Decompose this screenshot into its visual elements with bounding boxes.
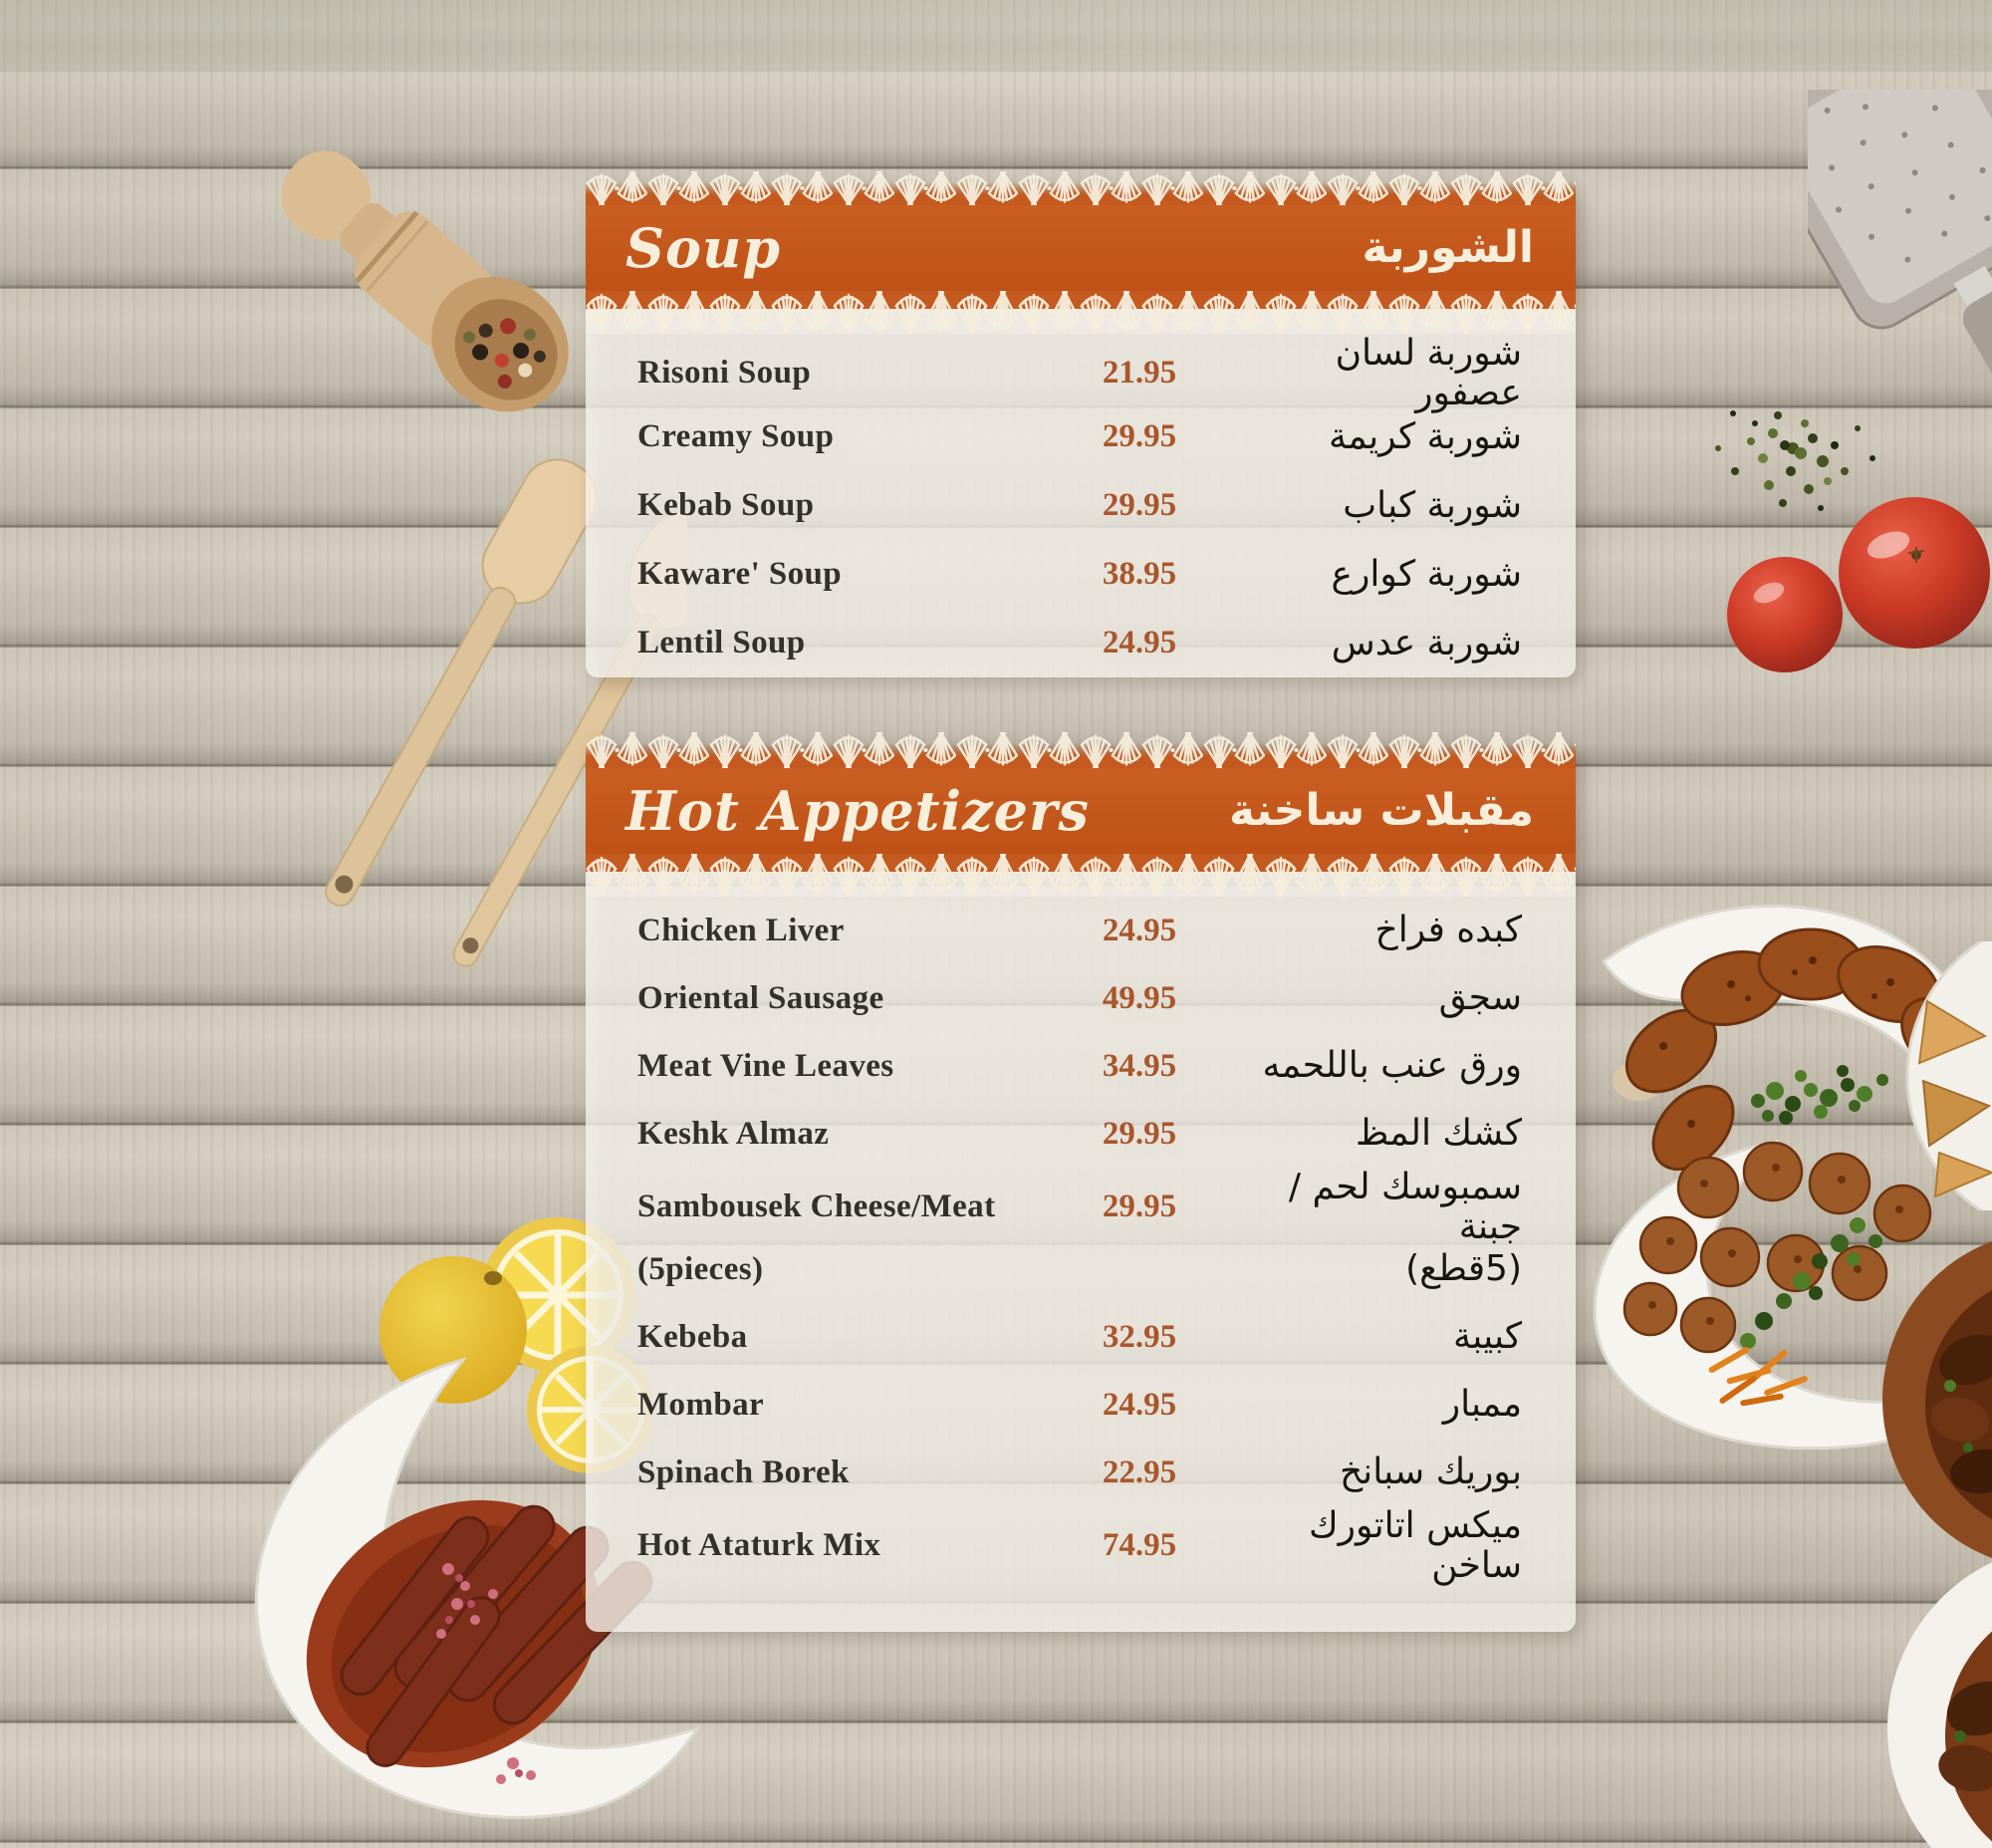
item-name-en: Hot Ataturk Mix [637, 1527, 881, 1564]
section-title-ar: مقبلات ساخنة [1229, 785, 1534, 836]
item-price: 32.95 [1102, 1318, 1177, 1355]
herbs-photo [1673, 354, 1912, 543]
menu-item-row: Hot Ataturk Mix 74.95 ميكس اتاتورك ساخن [586, 1506, 1576, 1585]
item-name-en: Kebab Soup [637, 487, 815, 524]
item-name-en: Oriental Sausage [637, 979, 884, 1016]
item-name-ar: (5قطع) [1405, 1248, 1522, 1290]
menu-item-row: Risoni Soup 21.95 شوربة لسان عصفور [586, 334, 1576, 412]
wood-top-shade [0, 0, 1992, 72]
item-name-en: Mombar [637, 1386, 765, 1423]
sujuk-bowl-photo [214, 1335, 712, 1848]
item-name-ar: كبده فراخ [1374, 910, 1522, 951]
section-soup: Soup الشوربة Risoni Soup 21.95 شوربة لسا… [586, 171, 1576, 677]
hot-appetizers-banner: Hot Appetizers مقبلات ساخنة [586, 732, 1576, 897]
item-price: 34.95 [1102, 1047, 1177, 1084]
lace-border-top-icon [586, 171, 1576, 205]
item-price: 29.95 [1102, 418, 1177, 454]
soup-banner: Soup الشوربة [586, 171, 1576, 334]
menu-item-row: Mombar 24.95 ممبار [586, 1371, 1576, 1439]
item-price: 21.95 [1102, 355, 1177, 392]
item-price: 38.95 [1102, 556, 1177, 592]
lace-border-top-icon [586, 732, 1576, 768]
item-price: 24.95 [1102, 625, 1177, 660]
menu-item-row: Kebab Soup 29.95 شوربة كباب [586, 471, 1576, 540]
item-name-en: Meat Vine Leaves [637, 1047, 894, 1084]
soup-item-list: Risoni Soup 21.95 شوربة لسان عصفور Cream… [586, 334, 1576, 677]
sambousek-plate-photo [1897, 941, 1992, 1210]
item-price: 22.95 [1102, 1453, 1177, 1490]
item-name-en: Kebeba [637, 1318, 748, 1355]
item-name-ar: ميكس اتاتورك ساخن [1308, 1505, 1522, 1586]
menu-item-row: Oriental Sausage 49.95 سجق [586, 964, 1576, 1032]
soup-banner-band: Soup الشوربة [586, 205, 1576, 291]
menu-item-row: Keshk Almaz 29.95 كشك المظ [586, 1100, 1576, 1168]
item-name-ar: شوربة كريمة [1328, 415, 1522, 457]
item-name-en: Keshk Almaz [637, 1115, 830, 1152]
meat-bowl-photo [1843, 1210, 1992, 1848]
item-name-en: Lentil Soup [637, 625, 806, 661]
item-price: 24.95 [1102, 1386, 1177, 1423]
item-name-ar: شوربة عدس [1331, 622, 1522, 663]
menu-item-row: Sambousek Cheese/Meat 29.95 سمبوسك لحم /… [586, 1168, 1576, 1246]
item-name-ar: شوربة لسان عصفور [1335, 333, 1522, 413]
menu-item-row: Creamy Soup 29.95 شوربة كريمة [586, 402, 1576, 471]
item-name-en: (5pieces) [637, 1250, 764, 1287]
menu-item-row: Kaware' Soup 38.95 شوربة كوارع [586, 540, 1576, 609]
item-name-ar: كبيبة [1452, 1316, 1522, 1358]
grater-photo [1808, 90, 1992, 428]
item-price: 74.95 [1102, 1527, 1177, 1564]
menu-item-row: Lentil Soup 24.95 شوربة عدس [586, 609, 1576, 677]
tomatoes-photo [1723, 493, 1992, 677]
section-title-en: Soup [625, 216, 782, 280]
section-title-en: Hot Appetizers [625, 779, 1090, 843]
item-price: 29.95 [1102, 1188, 1177, 1225]
section-title-ar: الشوربة [1362, 222, 1535, 273]
lace-border-bottom-icon [586, 291, 1576, 334]
item-name-ar: بوريك سبانخ [1339, 1452, 1522, 1493]
item-name-ar: ممبار [1442, 1384, 1522, 1426]
item-price: 29.95 [1102, 487, 1177, 523]
item-name-en: Creamy Soup [637, 418, 835, 455]
item-name-ar: سجق [1438, 977, 1522, 1019]
item-name-en: Risoni Soup [637, 355, 812, 392]
item-name-ar: شوربة كباب [1343, 484, 1522, 526]
item-name-ar: كشك المظ [1356, 1113, 1522, 1155]
item-name-en: Chicken Liver [637, 912, 845, 948]
item-name-en: Spinach Borek [637, 1453, 850, 1490]
section-hot-appetizers: Hot Appetizers مقبلات ساخنة Chicken Live… [586, 732, 1576, 1632]
hot-appetizers-item-list: Chicken Liver 24.95 كبده فراخ Oriental S… [586, 897, 1576, 1632]
meatballs-plate-photo [1559, 1126, 1992, 1454]
menu-item-row: (5pieces) (5قطع) [586, 1235, 1576, 1303]
menu-item-row: Meat Vine Leaves 34.95 ورق عنب باللحمه [586, 1032, 1576, 1100]
hot-appetizers-banner-band: Hot Appetizers مقبلات ساخنة [586, 768, 1576, 854]
item-name-ar: شوربة كوارع [1331, 553, 1522, 595]
item-price: 29.95 [1102, 1115, 1177, 1152]
item-name-ar: ورق عنب باللحمه [1262, 1045, 1522, 1087]
item-name-en: Sambousek Cheese/Meat [637, 1188, 996, 1225]
item-price: 49.95 [1102, 979, 1177, 1016]
spice-scoop-photo [224, 112, 613, 440]
menu-item-row: Kebeba 32.95 كبيبة [586, 1303, 1576, 1371]
item-name-en: Kaware' Soup [637, 556, 842, 593]
item-name-ar: سمبوسك لحم /جبنة [1288, 1167, 1522, 1247]
menu-item-row: Chicken Liver 24.95 كبده فراخ [586, 897, 1576, 964]
item-price: 24.95 [1102, 912, 1177, 948]
lace-border-bottom-icon [586, 854, 1576, 897]
menu-item-row: Spinach Borek 22.95 بوريك سبانخ [586, 1439, 1576, 1506]
menu-panel: Soup الشوربة Risoni Soup 21.95 شوربة لسا… [586, 171, 1576, 1632]
